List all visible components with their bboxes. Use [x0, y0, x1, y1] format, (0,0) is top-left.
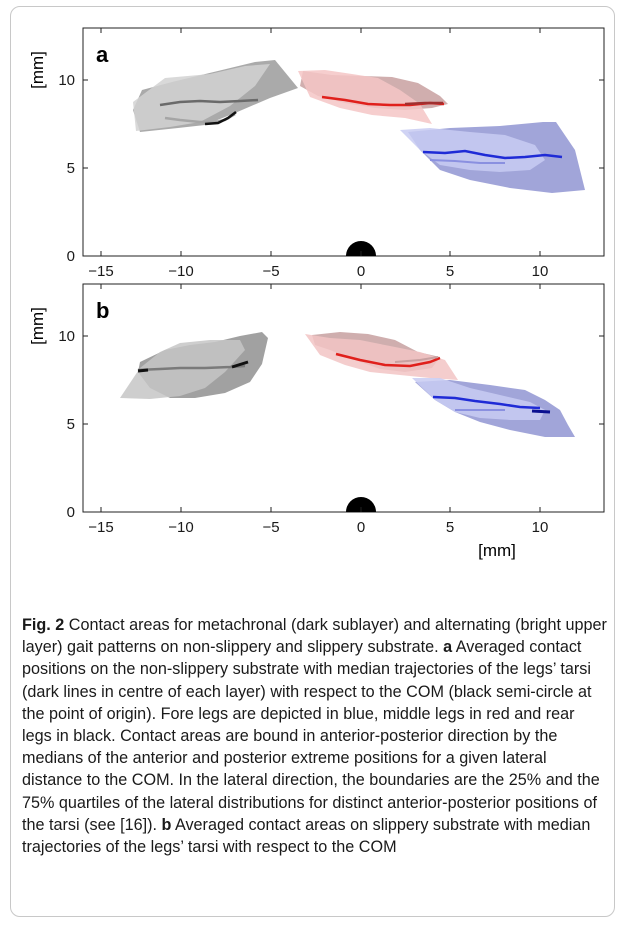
y-tick-label: 10: [58, 328, 75, 345]
x-tick-label: 5: [446, 519, 454, 536]
x-tick-label: −15: [88, 519, 113, 536]
panel-a-ticks: [83, 28, 604, 257]
x-tick-label: −5: [262, 519, 279, 536]
x-tick-label: −15: [88, 263, 113, 280]
caption-panel-b-text: Averaged contact areas on slippery subst…: [22, 815, 591, 857]
caption-intro: Contact areas for metachronal (dark subl…: [22, 616, 607, 657]
y-tick-label: 10: [58, 72, 75, 89]
y-tick-label: 0: [67, 504, 75, 521]
panel-b: −15 −10 −5 0 5 10 0 5 10 [mm] b [mm]: [28, 283, 605, 560]
middle-trajectory-light: [394, 356, 439, 363]
x-tick-label: 0: [357, 263, 365, 280]
caption-lead: Fig. 2: [22, 616, 65, 634]
figure: −15 −10 −5 0 5 10 0 5 10 [mm] a: [28, 27, 605, 560]
figure-caption: Fig. 2 Contact areas for metachronal (da…: [22, 614, 607, 858]
x-tick-label: −10: [168, 519, 193, 536]
x-axis-label: [mm]: [478, 541, 516, 560]
x-tick-label: 10: [532, 263, 549, 280]
fore-trajectory: [422, 149, 563, 160]
panel-b-ticks: [83, 284, 604, 513]
y-tick-label: 0: [67, 248, 75, 265]
caption-panel-b-letter: b: [161, 815, 172, 834]
x-tick-label: 10: [532, 519, 549, 536]
com-marker: [346, 497, 376, 512]
fore-trajectory-light: [429, 159, 505, 164]
caption-panel-a-letter: a: [443, 638, 453, 657]
rear-alternating-area: [133, 64, 270, 131]
middle-trajectory-dark: [404, 101, 443, 106]
y-tick-label: 5: [67, 416, 75, 433]
x-tick-label: −10: [168, 263, 193, 280]
middle-alternating-area: [298, 70, 432, 124]
panel-b-letter: b: [96, 298, 109, 323]
panel-a-ylabel: [mm]: [28, 51, 47, 89]
fore-trajectory: [432, 395, 541, 410]
x-tick-label: 5: [446, 263, 454, 280]
panel-b-ylabel: [mm]: [28, 307, 47, 345]
rear-trajectory-dark-left: [137, 368, 149, 373]
fore-alternating-area: [412, 378, 545, 420]
rear-alternating-area: [120, 340, 245, 399]
panel-a-letter: a: [96, 42, 109, 67]
middle-trajectory: [335, 352, 441, 368]
y-tick-label: 5: [67, 160, 75, 177]
com-marker: [346, 241, 376, 256]
caption-panel-a-text: Averaged contact positions on the non-sl…: [22, 638, 600, 834]
panel-a: −15 −10 −5 0 5 10 0 5 10 [mm] a: [28, 27, 605, 280]
rear-trajectory-dark-right: [231, 360, 249, 369]
x-tick-label: 0: [357, 519, 365, 536]
fore-trajectory-dark: [531, 409, 551, 414]
rear-alt-trajectory: [159, 98, 259, 107]
middle-alternating-area: [305, 334, 458, 380]
figure-frame: [10, 6, 615, 917]
x-tick-label: −5: [262, 263, 279, 280]
rear-met-trajectory: [204, 111, 237, 126]
